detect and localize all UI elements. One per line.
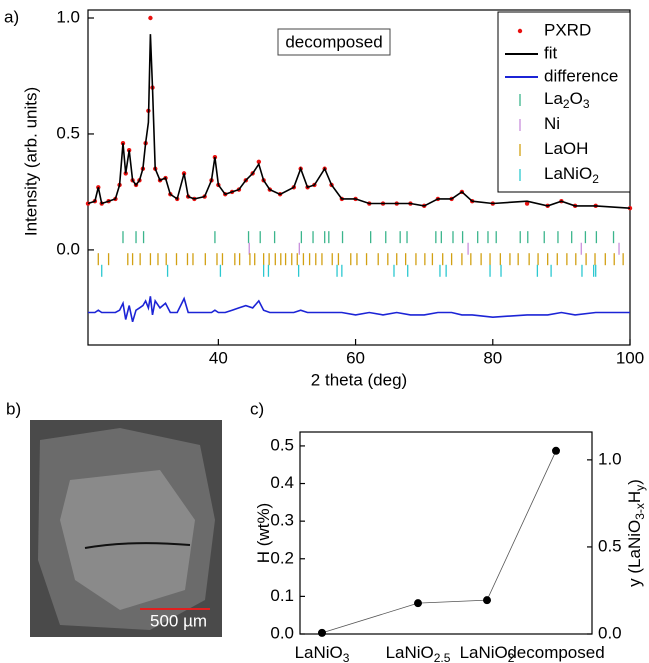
panel-label: b) [6, 399, 21, 418]
legend-label-part: LaNiO [544, 164, 592, 183]
legend-label-part: LaOH [544, 139, 588, 158]
data-point [318, 628, 326, 637]
y2-axis-label: y (LaNiO3-xHy) [625, 479, 647, 587]
connecting-line [321, 450, 557, 634]
legend-label: difference [544, 66, 618, 85]
legend-label-part: La [544, 89, 563, 108]
legend-label: fit [544, 43, 558, 62]
series-line [88, 296, 630, 323]
y2-tick-label: 1.0 [598, 449, 622, 468]
legend-label: La2O3 [544, 89, 590, 111]
legend-label-part: 2 [592, 172, 599, 186]
x-tick-label-part: 2 [508, 651, 515, 663]
legend-label: Ni [544, 114, 560, 133]
y-tick-label: 0.4 [270, 473, 294, 492]
x-tick-label-part: 3 [343, 651, 350, 663]
x-tick-label: LaNiO2 [460, 643, 515, 663]
y-axis-label: H (wt%) [254, 503, 273, 563]
legend-label-part: O [570, 89, 583, 108]
annotation-box: decomposed [277, 28, 391, 56]
legend-label-part: 3 [583, 97, 590, 111]
data-point [256, 159, 262, 164]
data-point [524, 201, 530, 206]
x-tick-label-part: LaNiO [295, 643, 343, 662]
y-tick-label: 1.0 [56, 7, 80, 26]
x-tick-label: LaNiO2.5 [386, 643, 451, 663]
y2-axis-label-part: ) [625, 479, 644, 485]
series-line [87, 34, 631, 209]
x-tick-label-part: LaNiO [386, 643, 434, 662]
legend-label: PXRD [544, 20, 591, 39]
scale-bar-label: 500 µm [150, 611, 207, 630]
x-tick-label-part: LaNiO [460, 643, 508, 662]
y-axis-label: Intensity (arb. units) [21, 87, 40, 236]
x-tick-label: LaNiO3 [295, 643, 350, 663]
annotation-frame [277, 28, 391, 56]
y2-axis-label-part: y (LaNiO [625, 520, 644, 587]
data-point [414, 599, 422, 608]
y-tick-label: 0.1 [270, 586, 294, 605]
y2-axis-label-part: H [625, 491, 644, 503]
x-tick-label: 100 [616, 348, 644, 367]
x-tick-label: decomposed [507, 643, 604, 662]
sem-crack [84, 542, 191, 549]
annotation: decomposed [285, 32, 382, 51]
legend-label: LaNiO2 [544, 164, 599, 186]
y-tick-label: 0.3 [270, 511, 294, 530]
x-tick-label: 60 [346, 348, 365, 367]
y2-axis-label-part: y [633, 485, 647, 491]
y-tick-label: 0.2 [270, 548, 294, 567]
legend-label-part: 2 [563, 97, 570, 111]
data-point [483, 596, 491, 605]
x-tick-label: 80 [483, 348, 502, 367]
y-tick-label: 0.0 [56, 239, 80, 258]
y2-tick-label: 0.5 [598, 536, 622, 555]
x-axis-label: 2 theta (deg) [311, 370, 407, 389]
y-tick-label: 0.0 [270, 623, 294, 642]
panel-label: c) [250, 399, 264, 418]
plot-frame [299, 431, 593, 635]
y-tick-label: 0.5 [270, 435, 294, 454]
data-point [148, 15, 153, 21]
data-point [552, 446, 560, 455]
y-axis-label-part: H (wt%) [254, 503, 273, 563]
panel-label: a) [4, 7, 19, 26]
y2-axis-label-part: 3-x [633, 503, 647, 520]
x-tick-label-part: decomposed [507, 643, 604, 662]
sem-facet [60, 470, 195, 610]
y-tick-label: 0.5 [56, 123, 80, 142]
y2-tick-label: 0.0 [598, 623, 622, 642]
legend-label: LaOH [544, 139, 588, 158]
x-tick-label-part: 2.5 [434, 651, 451, 663]
x-tick-label: 40 [209, 348, 228, 367]
legend-marker [517, 28, 523, 34]
legend-label-part: Ni [544, 114, 560, 133]
